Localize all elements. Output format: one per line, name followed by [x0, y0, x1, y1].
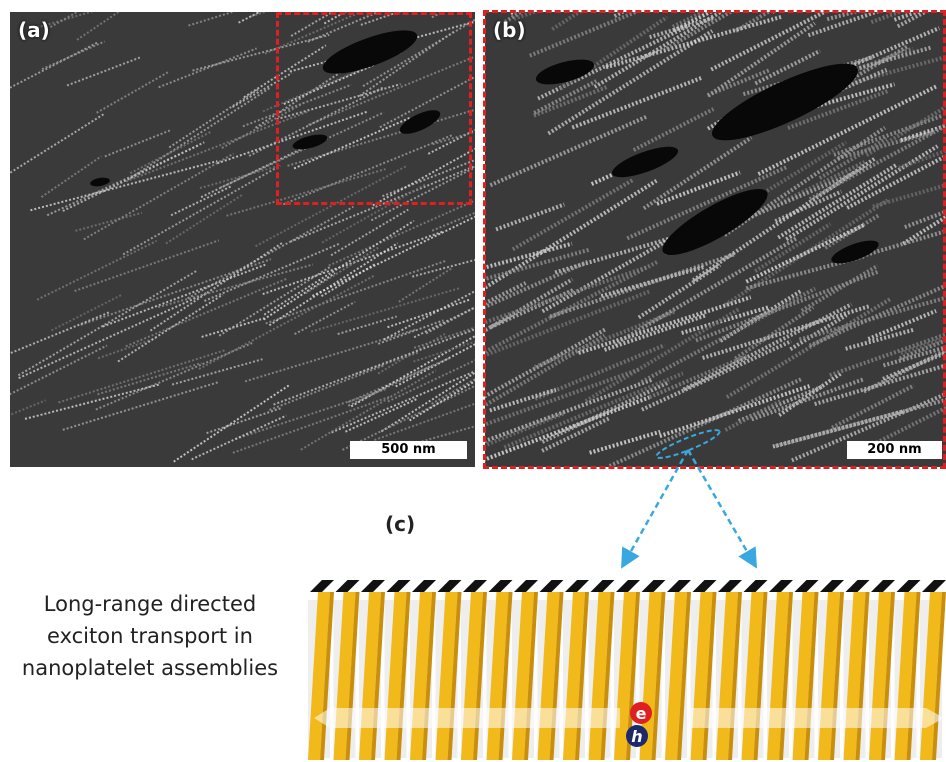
transport-arrow-left [314, 708, 620, 728]
zoom-arrow-right [686, 449, 758, 569]
scale-bar-a: 500 nm [350, 441, 467, 459]
nanoplatelet [716, 580, 742, 760]
hole-symbol: h [631, 727, 642, 746]
nanoplatelet [486, 580, 513, 760]
panel-b-frame [483, 10, 946, 469]
nanoplatelet [435, 580, 462, 760]
caption-line: Long-range directed [43, 592, 257, 616]
tem-micrograph-b [485, 12, 946, 467]
nanoplatelet [308, 580, 334, 760]
nanoplatelet [843, 580, 870, 760]
transport-arrow-right [690, 708, 944, 728]
nanoplatelet-stack [308, 580, 946, 760]
panel-b-label: (b) [493, 18, 526, 42]
exciton-pair: e h [626, 702, 652, 747]
nanoplatelet [792, 580, 819, 760]
scale-bar-b: 200 nm [847, 441, 942, 459]
platelet-texture [485, 12, 946, 467]
caption-line: nanoplatelet assemblies [21, 656, 279, 680]
nanoplatelet [920, 580, 946, 760]
zoom-arrow-left [621, 449, 690, 569]
tem-image-panel-b: (b) 200 nm [485, 12, 946, 467]
nanoplatelet [894, 580, 921, 760]
nanoplatelet [588, 580, 615, 760]
nanoplatelet [512, 580, 538, 760]
caption-line: exciton transport in [47, 624, 253, 648]
hole-icon [626, 725, 648, 747]
transport-arrows [314, 708, 944, 728]
panel-a-label: (a) [18, 18, 50, 42]
nanoplatelet [359, 580, 385, 760]
tem-image-panel-a: (a) 500 nm [10, 12, 475, 467]
nanoplatelet [690, 580, 717, 760]
zoom-source-marker [655, 429, 721, 459]
zoom-arrows [621, 429, 758, 569]
nanoplatelet [333, 580, 360, 760]
nanoplatelet [665, 580, 691, 760]
nanoplatelet [563, 580, 589, 760]
nanoplatelet [384, 580, 411, 760]
nanoplatelet [461, 580, 487, 760]
electron-symbol: e [636, 704, 647, 723]
nanoplatelet [537, 580, 564, 760]
schematic-caption: Long-range directed exciton transport in… [0, 588, 300, 684]
nanoplatelet [741, 580, 768, 760]
panel-c-label: (c) [385, 512, 416, 536]
nanoplatelet [767, 580, 793, 760]
tem-micrograph-a [10, 12, 475, 467]
electron-icon [630, 702, 652, 724]
nanoplatelet [818, 580, 844, 760]
nanoplatelet [869, 580, 895, 760]
nanoplatelet [410, 580, 436, 760]
zoom-region-outline [276, 12, 472, 205]
